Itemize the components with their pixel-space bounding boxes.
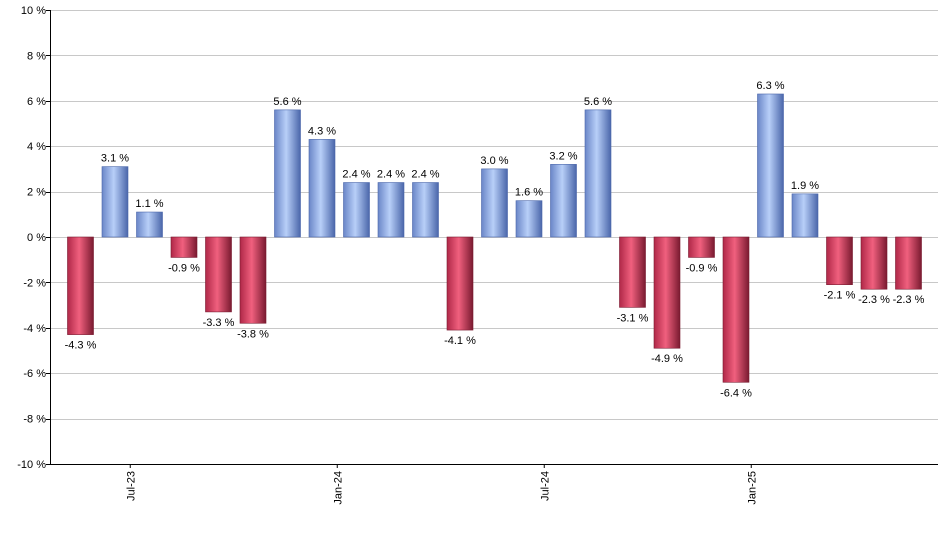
data-label: 4.3 % xyxy=(308,125,336,137)
y-tick-label: -2 % xyxy=(23,277,46,289)
bar-positive xyxy=(274,109,301,238)
bar-negative xyxy=(688,236,715,258)
data-label: 6.3 % xyxy=(756,80,784,92)
y-tick-label: -6 % xyxy=(23,368,46,380)
bar-positive xyxy=(101,166,129,238)
x-tick-label: Jan-25 xyxy=(746,471,758,505)
x-axis-tick-labels: Jul-23 Jan-24 Jul-24 Jan-25 xyxy=(125,471,758,505)
bar-positive xyxy=(791,193,819,238)
bar-negative xyxy=(826,236,853,285)
bar-negative xyxy=(722,236,750,383)
data-label: 1.6 % xyxy=(515,187,543,199)
bar-negative xyxy=(619,236,646,308)
x-tick-label: Jul-23 xyxy=(125,471,137,501)
bar-positive xyxy=(550,164,577,238)
data-label: 3.0 % xyxy=(480,155,508,167)
data-label: 5.6 % xyxy=(584,96,612,108)
data-label: -6.4 % xyxy=(720,387,752,399)
bar-positive xyxy=(377,182,405,238)
bar-negative xyxy=(895,236,922,290)
y-tick-label: 10 % xyxy=(21,5,46,17)
data-label: 3.1 % xyxy=(101,153,129,165)
bar-negative xyxy=(170,236,198,258)
data-label: -4.9 % xyxy=(651,353,683,365)
bar-positive xyxy=(412,182,439,238)
y-tick-label: -8 % xyxy=(23,414,46,426)
data-labels: -4.3 % 3.1 % 1.1 % -0.9 % -3.3 %-3.8 % 5.6 % 4… xyxy=(65,80,925,399)
y-axis-tick-labels: 10 % 8 % 6 % 4 % 2 % 0 % -2 % -4 % -6 % -8 % -10 % xyxy=(17,5,46,471)
data-label: -4.3 % xyxy=(65,340,97,352)
y-tick-label: -10 % xyxy=(17,459,46,471)
data-label: -3.8 % xyxy=(237,328,269,340)
y-tick-label: 0 % xyxy=(27,232,46,244)
data-label: -4.1 % xyxy=(444,335,476,347)
bar-negative xyxy=(239,236,267,324)
data-label: -2.3 % xyxy=(858,294,890,306)
bar-positive xyxy=(343,182,370,238)
y-tick-label: 4 % xyxy=(27,141,46,153)
bar-positive xyxy=(136,211,163,238)
data-label: -3.1 % xyxy=(617,312,649,324)
axes xyxy=(46,10,938,468)
bar-negative xyxy=(67,236,94,335)
data-label: 3.2 % xyxy=(549,150,577,162)
data-label: -0.9 % xyxy=(168,262,200,274)
data-label: 1.1 % xyxy=(135,198,163,210)
bar-negative xyxy=(446,236,474,331)
data-label: -3.3 % xyxy=(203,317,235,329)
data-label: 2.4 % xyxy=(342,169,370,181)
x-tick-label: Jan-24 xyxy=(332,471,344,505)
y-tick-label: 2 % xyxy=(27,187,46,199)
data-label: -2.3 % xyxy=(893,294,925,306)
bar-negative xyxy=(205,236,232,313)
bars xyxy=(67,93,922,383)
bar-negative xyxy=(860,236,888,290)
data-label: -2.1 % xyxy=(824,290,856,302)
bar-positive xyxy=(308,139,336,238)
data-label: 2.4 % xyxy=(411,169,439,181)
bar-positive xyxy=(515,200,543,238)
y-tick-label: 8 % xyxy=(27,50,46,62)
bar-negative xyxy=(653,236,681,349)
data-label: 5.6 % xyxy=(273,96,301,108)
bar-positive xyxy=(481,168,508,238)
y-tick-label: -4 % xyxy=(23,323,46,335)
bar-positive xyxy=(757,93,784,238)
data-label: 1.9 % xyxy=(791,180,819,192)
bar-positive xyxy=(584,109,612,238)
y-tick-label: 6 % xyxy=(27,96,46,108)
data-label: 2.4 % xyxy=(377,169,405,181)
data-label: -0.9 % xyxy=(686,262,718,274)
x-tick-label: Jul-24 xyxy=(539,471,551,501)
